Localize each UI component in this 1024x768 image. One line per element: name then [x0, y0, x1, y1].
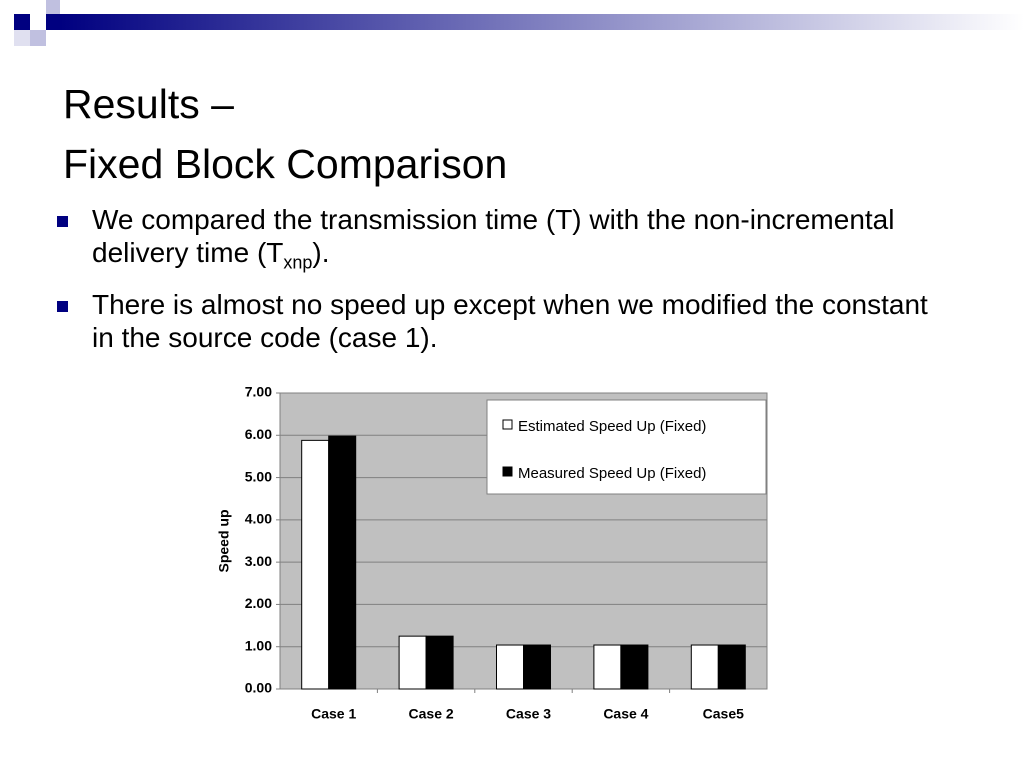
y-tick-label: 7.00 — [245, 384, 272, 400]
bullet-list: We compared the transmission time (T) wi… — [57, 203, 942, 362]
square — [14, 14, 30, 30]
square — [46, 14, 60, 30]
slide-title: Results – Fixed Block Comparison — [63, 74, 507, 194]
y-tick-label: 6.00 — [245, 426, 272, 442]
header-bar — [60, 14, 1024, 30]
bullet-text: There is almost no speed up except when … — [92, 288, 928, 353]
x-tick-label: Case 4 — [603, 706, 648, 722]
y-tick-label: 5.00 — [245, 468, 272, 484]
legend-label: Measured Speed Up (Fixed) — [518, 465, 706, 482]
bullet: There is almost no speed up except when … — [57, 288, 942, 354]
bar — [717, 644, 746, 690]
bar — [523, 644, 551, 690]
bullet-text: ). — [312, 237, 330, 268]
x-tick-label: Case 2 — [409, 706, 454, 722]
legend-label: Estimated Speed Up (Fixed) — [518, 418, 706, 435]
bullet: We compared the transmission time (T) wi… — [57, 203, 942, 280]
subscript: xnp — [283, 252, 313, 273]
y-axis-label: Speed up — [216, 509, 232, 572]
x-tick-label: Case5 — [703, 706, 744, 722]
square — [46, 0, 60, 14]
bar — [620, 644, 649, 690]
decoration — [14, 0, 1024, 46]
title-line: Results – — [63, 81, 234, 127]
bar — [496, 644, 524, 690]
bar — [328, 435, 357, 690]
y-tick-label: 0.00 — [245, 680, 272, 696]
bar — [398, 635, 427, 690]
bar — [425, 635, 454, 690]
title-line: Fixed Block Comparison — [63, 141, 508, 187]
bullet-text: We compared the transmission time (T) wi… — [92, 204, 895, 268]
y-tick-label: 1.00 — [245, 637, 272, 653]
legend-box — [486, 399, 767, 495]
y-tick-label: 2.00 — [245, 595, 272, 611]
y-tick-label: 3.00 — [245, 553, 272, 569]
y-tick-label: 4.00 — [245, 511, 272, 527]
bar — [301, 439, 330, 690]
x-tick-label: Case 3 — [506, 706, 551, 722]
x-tick-label: Case 1 — [311, 706, 356, 722]
bar — [690, 644, 719, 690]
square — [30, 30, 46, 46]
legend-swatch — [502, 466, 513, 477]
legend-swatch — [502, 419, 513, 430]
bar — [593, 644, 622, 690]
square — [14, 30, 30, 46]
